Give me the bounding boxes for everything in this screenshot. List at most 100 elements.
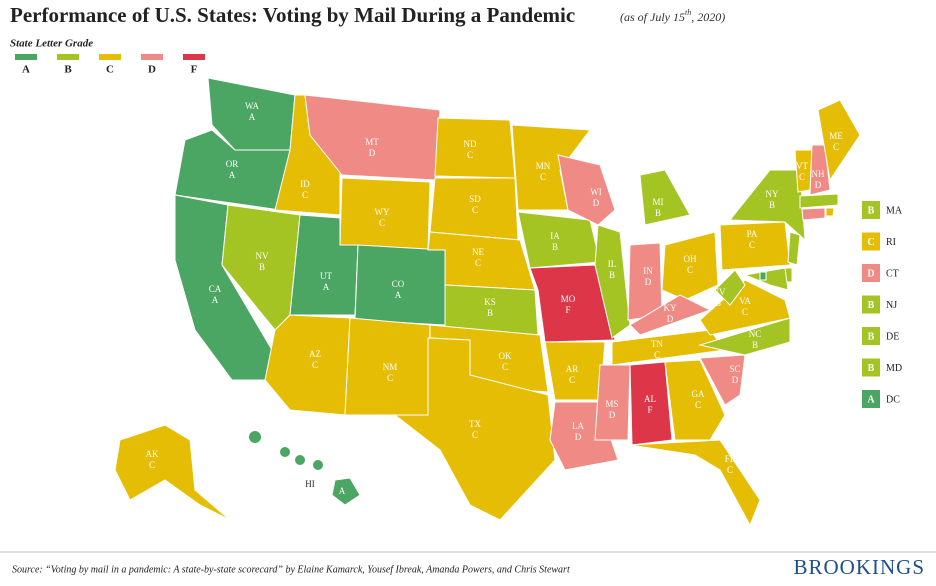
state-abbr: IL	[608, 259, 617, 269]
state-shape	[801, 207, 826, 221]
state-grade: D	[667, 314, 674, 324]
state-shape	[719, 221, 791, 271]
state-abbr: KS	[484, 297, 496, 307]
legend-swatch	[141, 54, 163, 60]
state-grade: C	[472, 205, 478, 215]
callout-box	[862, 201, 880, 219]
callout-box	[862, 264, 880, 282]
state-abbr: SD	[469, 194, 481, 204]
state-abbr: IN	[643, 266, 653, 276]
state-abbr: AK	[146, 449, 159, 459]
callout-grade: B	[868, 205, 875, 216]
state-abbr: VA	[739, 296, 751, 306]
state-shape	[264, 314, 351, 416]
state-grade: A	[323, 282, 330, 292]
state-abbr: ME	[829, 131, 843, 141]
state-shape	[825, 207, 835, 217]
state-abbr: MI	[653, 197, 664, 207]
state-abbr: FL	[725, 454, 736, 464]
state-abbr: HI	[305, 479, 315, 489]
state-grade: C	[569, 375, 575, 385]
state-abbr: MN	[536, 161, 551, 171]
island	[280, 447, 290, 457]
callout-box	[862, 295, 880, 314]
state-grade: C	[149, 460, 155, 470]
state-abbr: LA	[572, 421, 584, 431]
state-grade: A	[212, 295, 219, 305]
callout-abbr: MA	[886, 205, 903, 216]
state-grade: C	[379, 218, 385, 228]
state-shape	[809, 144, 831, 196]
callout-box	[862, 390, 880, 408]
subtitle-part: , 2020)	[691, 10, 725, 24]
state-grade: B	[752, 340, 758, 350]
subtitle-part: (as of July 15	[620, 10, 685, 24]
state-abbr: TX	[469, 419, 481, 429]
state-grade: C	[833, 142, 839, 152]
state-abbr: NE	[472, 247, 484, 257]
state-abbr: GA	[692, 389, 705, 399]
legend-grade: A	[22, 64, 30, 76]
state-abbr: UT	[320, 271, 332, 281]
callout-abbr: CT	[886, 268, 899, 279]
state-abbr: CO	[392, 279, 405, 289]
callout-abbr: DC	[886, 394, 900, 405]
state-grade: C	[387, 373, 393, 383]
state-grade: C	[654, 350, 660, 360]
legend-swatch	[57, 54, 79, 60]
state-abbr: NH	[812, 169, 825, 179]
callout-grade: A	[867, 394, 875, 405]
state-shape	[799, 193, 839, 209]
callout-abbr: NJ	[886, 300, 897, 311]
state-abbr: CA	[209, 284, 222, 294]
state-grade: C	[727, 465, 733, 475]
state-grade: B	[715, 298, 721, 308]
state-shape	[639, 169, 691, 226]
state-abbr: AR	[566, 364, 579, 374]
state-grade: C	[312, 360, 318, 370]
state-shape	[698, 317, 791, 356]
state-abbr: AZ	[309, 349, 321, 359]
state-grade: B	[259, 262, 265, 272]
state-shape	[629, 294, 712, 336]
state-grade: D	[732, 375, 739, 385]
state-grade: C	[687, 265, 693, 275]
callout-grade: C	[867, 237, 874, 248]
state-shape	[594, 364, 631, 441]
state-abbr: OR	[226, 159, 239, 169]
subtitle-sup: th	[685, 8, 691, 17]
state-shape	[629, 361, 673, 446]
state-shape	[594, 224, 631, 339]
legend-title: State Letter Grade	[10, 38, 93, 50]
subtitle: (as of July 15th, 2020)	[620, 8, 725, 24]
state-abbr: NV	[256, 251, 269, 261]
state-grade: C	[540, 172, 546, 182]
state-grade: C	[695, 400, 701, 410]
state-shape	[661, 231, 719, 301]
island	[313, 460, 323, 470]
state-abbr: WA	[245, 101, 259, 111]
state-shape	[759, 271, 767, 281]
callout-abbr: MD	[886, 363, 902, 374]
state-shape	[629, 439, 761, 527]
state-grade: C	[472, 430, 478, 440]
state-grade: A	[249, 112, 256, 122]
state-shape	[114, 424, 231, 521]
state-abbr: WI	[590, 187, 602, 197]
callout-box	[862, 232, 880, 251]
callout-abbr: DE	[886, 331, 899, 342]
state-grade: A	[229, 170, 236, 180]
legend-grade: B	[64, 64, 72, 76]
state-abbr: MS	[605, 399, 618, 409]
source: Source: “Voting by mail in a pandemic: A…	[12, 564, 570, 575]
state-abbr: WY	[375, 207, 390, 217]
state-abbr: AL	[644, 394, 656, 404]
state-shape	[699, 354, 746, 406]
state-grade: C	[799, 172, 805, 182]
state-abbr: ID	[300, 179, 310, 189]
state-grade: D	[609, 410, 616, 420]
callout-grade: B	[868, 300, 875, 311]
